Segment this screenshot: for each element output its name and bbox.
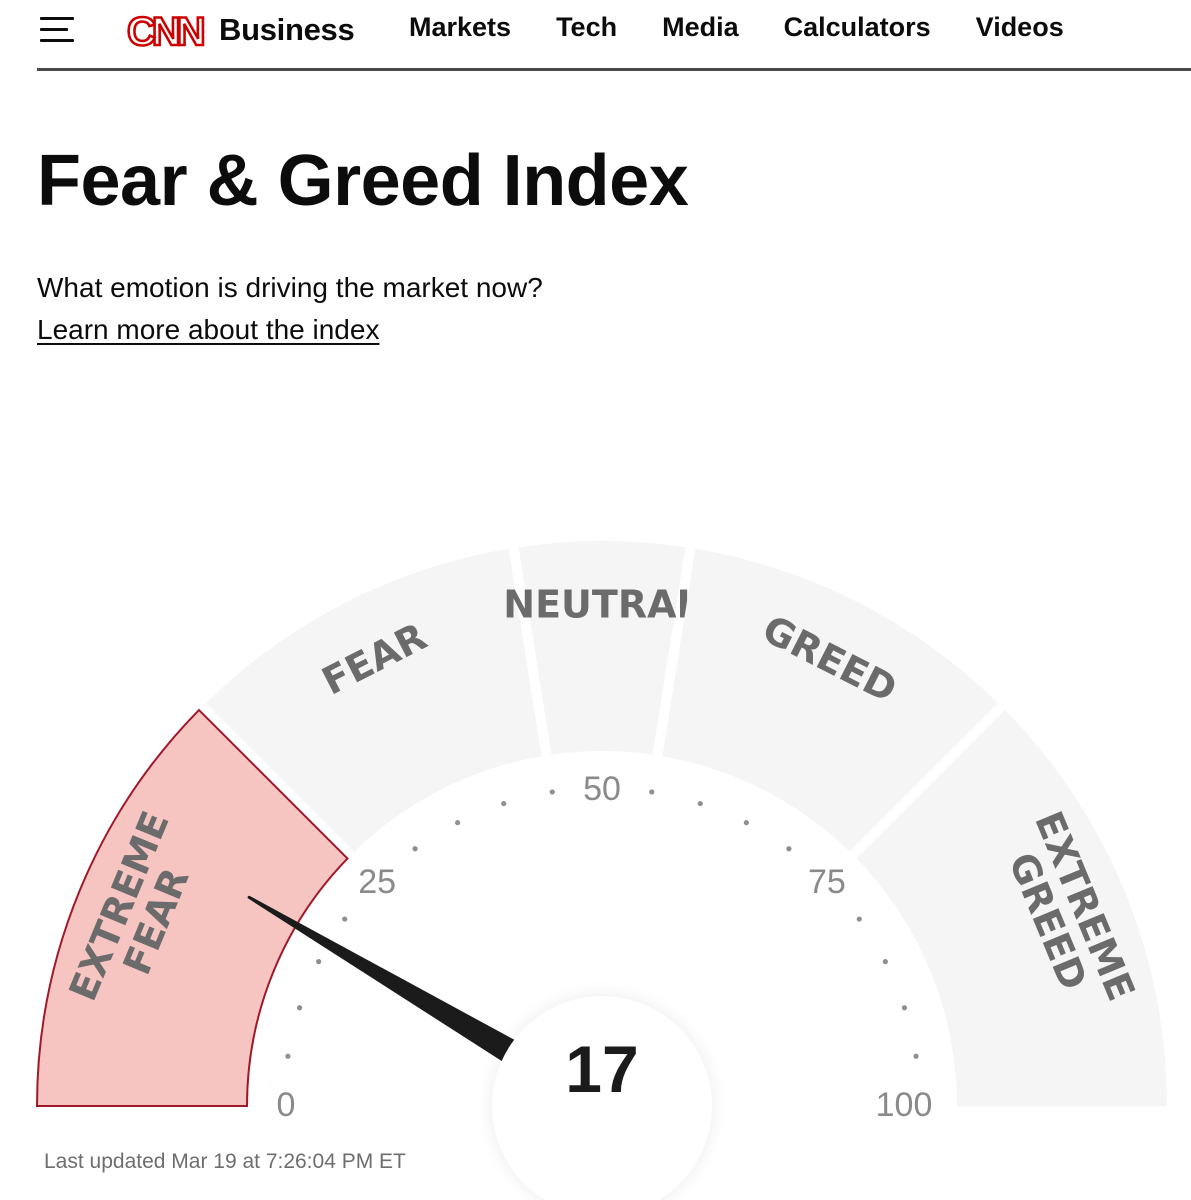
menu-icon[interactable] (40, 14, 76, 44)
segment-fear (206, 548, 542, 852)
tick-dot (649, 789, 655, 795)
tick-label-25: 25 (358, 863, 396, 901)
tick-dot (549, 789, 555, 795)
segment-neutral-label: NEUTRAL (503, 582, 700, 626)
tick-dot (285, 1053, 291, 1059)
section-name: Business (219, 12, 355, 47)
nav-link-calculators[interactable]: Calculators (783, 12, 931, 42)
cnn-logo: CNN (126, 9, 209, 52)
svg-text:CNN: CNN (127, 10, 204, 52)
nav-divider (37, 68, 1191, 71)
cnn-business-logo[interactable]: CNN Business (125, 8, 355, 52)
gauge-value: 17 (565, 1032, 638, 1106)
tick-label-75: 75 (808, 863, 846, 901)
tick-dot (882, 959, 888, 965)
tick-dot (697, 800, 703, 807)
tick-dot (786, 846, 792, 852)
tick-dot (743, 820, 749, 826)
gauge-hub (492, 996, 712, 1200)
page-subtitle: What emotion is driving the market now? (37, 272, 543, 303)
nav-link-videos[interactable]: Videos (975, 12, 1064, 42)
segment-neutral-label-line: NEUTRAL (503, 582, 700, 626)
nav-link-tech[interactable]: Tech (556, 12, 618, 42)
tick-dot (501, 800, 507, 807)
last-updated: Last updated Mar 19 at 7:26:04 PM ET (44, 1150, 406, 1173)
tick-dot (296, 1005, 303, 1011)
tick-dot (901, 1005, 908, 1011)
tick-dot (913, 1053, 919, 1059)
tick-dot (342, 916, 348, 922)
segment-extreme-greed (856, 710, 1167, 1106)
learn-more-link[interactable]: Learn more about the index (37, 314, 380, 345)
tick-label-0: 0 (277, 1086, 296, 1124)
gauge-ticks: 0 25 50 75 100 (277, 770, 933, 1124)
gauge-needle-group: 17 (247, 895, 730, 1200)
tick-dot (455, 820, 461, 826)
top-navigation: CNN Business Markets Tech Media Calculat… (0, 0, 1191, 71)
nav-link-media[interactable]: Media (662, 12, 739, 42)
tick-dot (856, 916, 862, 922)
segment-extreme-fear (35, 708, 349, 1107)
nav-link-markets[interactable]: Markets (409, 12, 512, 42)
nav-links: Markets Tech Media Calculators Videos (409, 12, 1064, 43)
tick-label-50: 50 (583, 770, 621, 808)
tick-dot (316, 959, 322, 965)
page-title: Fear & Greed Index (37, 141, 689, 221)
gauge-needle (247, 895, 519, 1064)
segment-neutral (518, 541, 686, 755)
segment-greed (662, 548, 998, 852)
tick-dot (412, 846, 418, 852)
tick-label-100: 100 (876, 1086, 933, 1124)
